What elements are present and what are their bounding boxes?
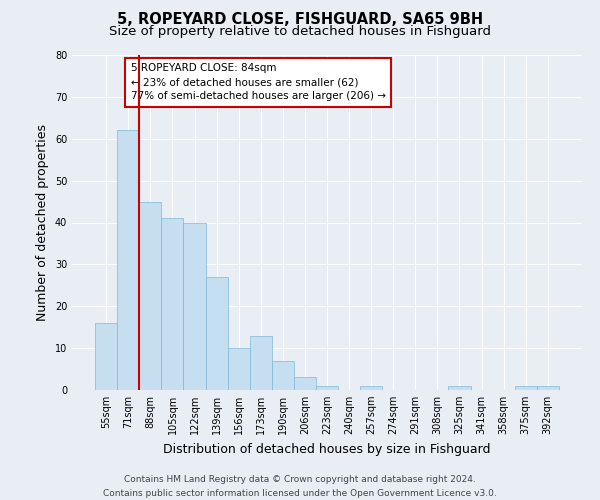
- Bar: [294, 378, 316, 390]
- Bar: [515, 386, 537, 390]
- Bar: [272, 360, 294, 390]
- Bar: [184, 222, 206, 390]
- X-axis label: Distribution of detached houses by size in Fishguard: Distribution of detached houses by size …: [163, 442, 491, 456]
- Text: Contains HM Land Registry data © Crown copyright and database right 2024.
Contai: Contains HM Land Registry data © Crown c…: [103, 476, 497, 498]
- Text: 5 ROPEYARD CLOSE: 84sqm
← 23% of detached houses are smaller (62)
77% of semi-de: 5 ROPEYARD CLOSE: 84sqm ← 23% of detache…: [131, 64, 386, 102]
- Bar: [537, 386, 559, 390]
- Bar: [206, 277, 227, 390]
- Bar: [95, 323, 117, 390]
- Bar: [360, 386, 382, 390]
- Y-axis label: Number of detached properties: Number of detached properties: [36, 124, 49, 321]
- Bar: [161, 218, 184, 390]
- Bar: [227, 348, 250, 390]
- Bar: [250, 336, 272, 390]
- Bar: [316, 386, 338, 390]
- Bar: [448, 386, 470, 390]
- Bar: [139, 202, 161, 390]
- Text: Size of property relative to detached houses in Fishguard: Size of property relative to detached ho…: [109, 25, 491, 38]
- Bar: [117, 130, 139, 390]
- Text: 5, ROPEYARD CLOSE, FISHGUARD, SA65 9BH: 5, ROPEYARD CLOSE, FISHGUARD, SA65 9BH: [117, 12, 483, 28]
